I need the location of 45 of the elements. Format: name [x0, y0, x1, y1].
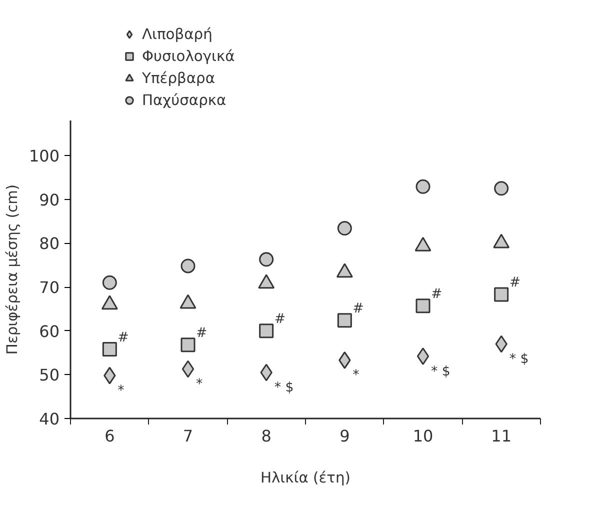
legend-label: Φυσιολογικά [142, 48, 235, 64]
legend-label: Λιποβαρή [142, 26, 212, 42]
point [182, 360, 194, 378]
point [259, 324, 274, 338]
x-axis-title: Ηλικία (έτη) [260, 470, 351, 486]
x-tick-label: 11 [491, 426, 512, 446]
point [416, 298, 430, 314]
x-tick-label: 6 [104, 426, 115, 446]
annotation: * [196, 376, 203, 392]
point [337, 221, 352, 236]
x-tick-label: 8 [261, 426, 272, 446]
point [259, 252, 274, 267]
annotation: # [118, 330, 129, 346]
point [494, 287, 509, 302]
y-tick-label: 100 [28, 146, 60, 166]
annotation: * $ [274, 380, 294, 396]
annotation: # [431, 286, 442, 302]
annotation: # [196, 326, 208, 341]
point [102, 342, 117, 357]
x-tick-label: 10 [412, 426, 434, 446]
x-tick-label: 9 [340, 426, 350, 446]
point [416, 179, 430, 194]
point [102, 275, 117, 290]
y-tick-label: 70 [39, 278, 60, 298]
legend-label: Υπέρβαρα [142, 70, 215, 86]
point [180, 338, 196, 352]
point [180, 258, 196, 274]
y-tick-label: 60 [39, 322, 60, 341]
annotation: * $ [431, 364, 450, 380]
x-tick-label: 7 [182, 426, 194, 446]
y-tick-label: 40 [39, 410, 60, 428]
y-tick-label: 80 [39, 234, 60, 254]
annotation: * [352, 368, 360, 384]
y-tick-label: 50 [39, 366, 60, 385]
annotation: * [118, 384, 125, 399]
legend-label: Παχύσαρκα [142, 92, 226, 108]
annotation: # [352, 301, 364, 316]
point [416, 348, 430, 366]
annotation: * $ [509, 352, 529, 367]
point [494, 181, 509, 196]
point [337, 313, 352, 328]
y-axis-title: Περιφέρεια μέσης (cm) [4, 184, 21, 355]
annotation: # [509, 275, 521, 290]
annotation: # [274, 312, 286, 327]
y-tick-label: 90 [39, 190, 60, 210]
